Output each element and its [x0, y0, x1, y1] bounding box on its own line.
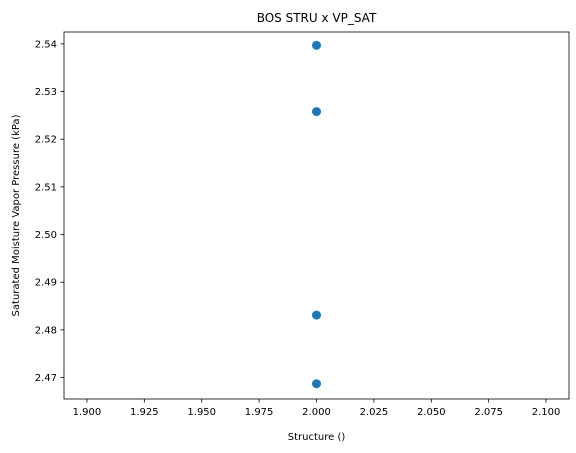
y-tick-label: 2.50: [35, 230, 57, 241]
y-tick-label: 2.53: [35, 87, 57, 98]
y-axis-ticks: 2.47 2.48 2.49 2.50 2.51 2.52 2.53 2.54: [35, 39, 64, 384]
data-point: [312, 310, 321, 320]
y-axis-label: Saturated Moisture Vapor Pressure (kPa): [11, 114, 22, 316]
y-tick-label: 2.49: [35, 278, 57, 289]
y-tick-label: 2.51: [35, 182, 57, 193]
y-tick-label: 2.47: [35, 373, 57, 384]
x-axis-ticks: 1.900 1.925 1.950 1.975 2.000 2.025 2.050 2.075…: [73, 399, 561, 418]
x-tick-label: 2.000: [302, 407, 331, 418]
data-point: [312, 107, 321, 117]
x-tick-label: 1.925: [130, 407, 159, 418]
y-tick-label: 2.52: [35, 135, 57, 146]
x-tick-label: 2.025: [360, 407, 389, 418]
data-points: [312, 40, 321, 389]
x-axis-label: Structure (): [288, 432, 346, 443]
x-tick-label: 1.900: [73, 407, 102, 418]
x-tick-label: 1.975: [245, 407, 274, 418]
chart-title: BOS STRU x VP_SAT: [257, 11, 377, 25]
x-tick-label: 2.075: [474, 407, 503, 418]
x-tick-label: 2.050: [417, 407, 446, 418]
x-tick-label: 1.950: [187, 407, 216, 418]
y-tick-label: 2.48: [35, 325, 57, 336]
y-tick-label: 2.54: [35, 39, 57, 50]
data-point: [312, 379, 321, 389]
plot-area-frame: [63, 31, 570, 400]
x-tick-label: 2.100: [532, 407, 561, 418]
data-point: [312, 40, 321, 50]
